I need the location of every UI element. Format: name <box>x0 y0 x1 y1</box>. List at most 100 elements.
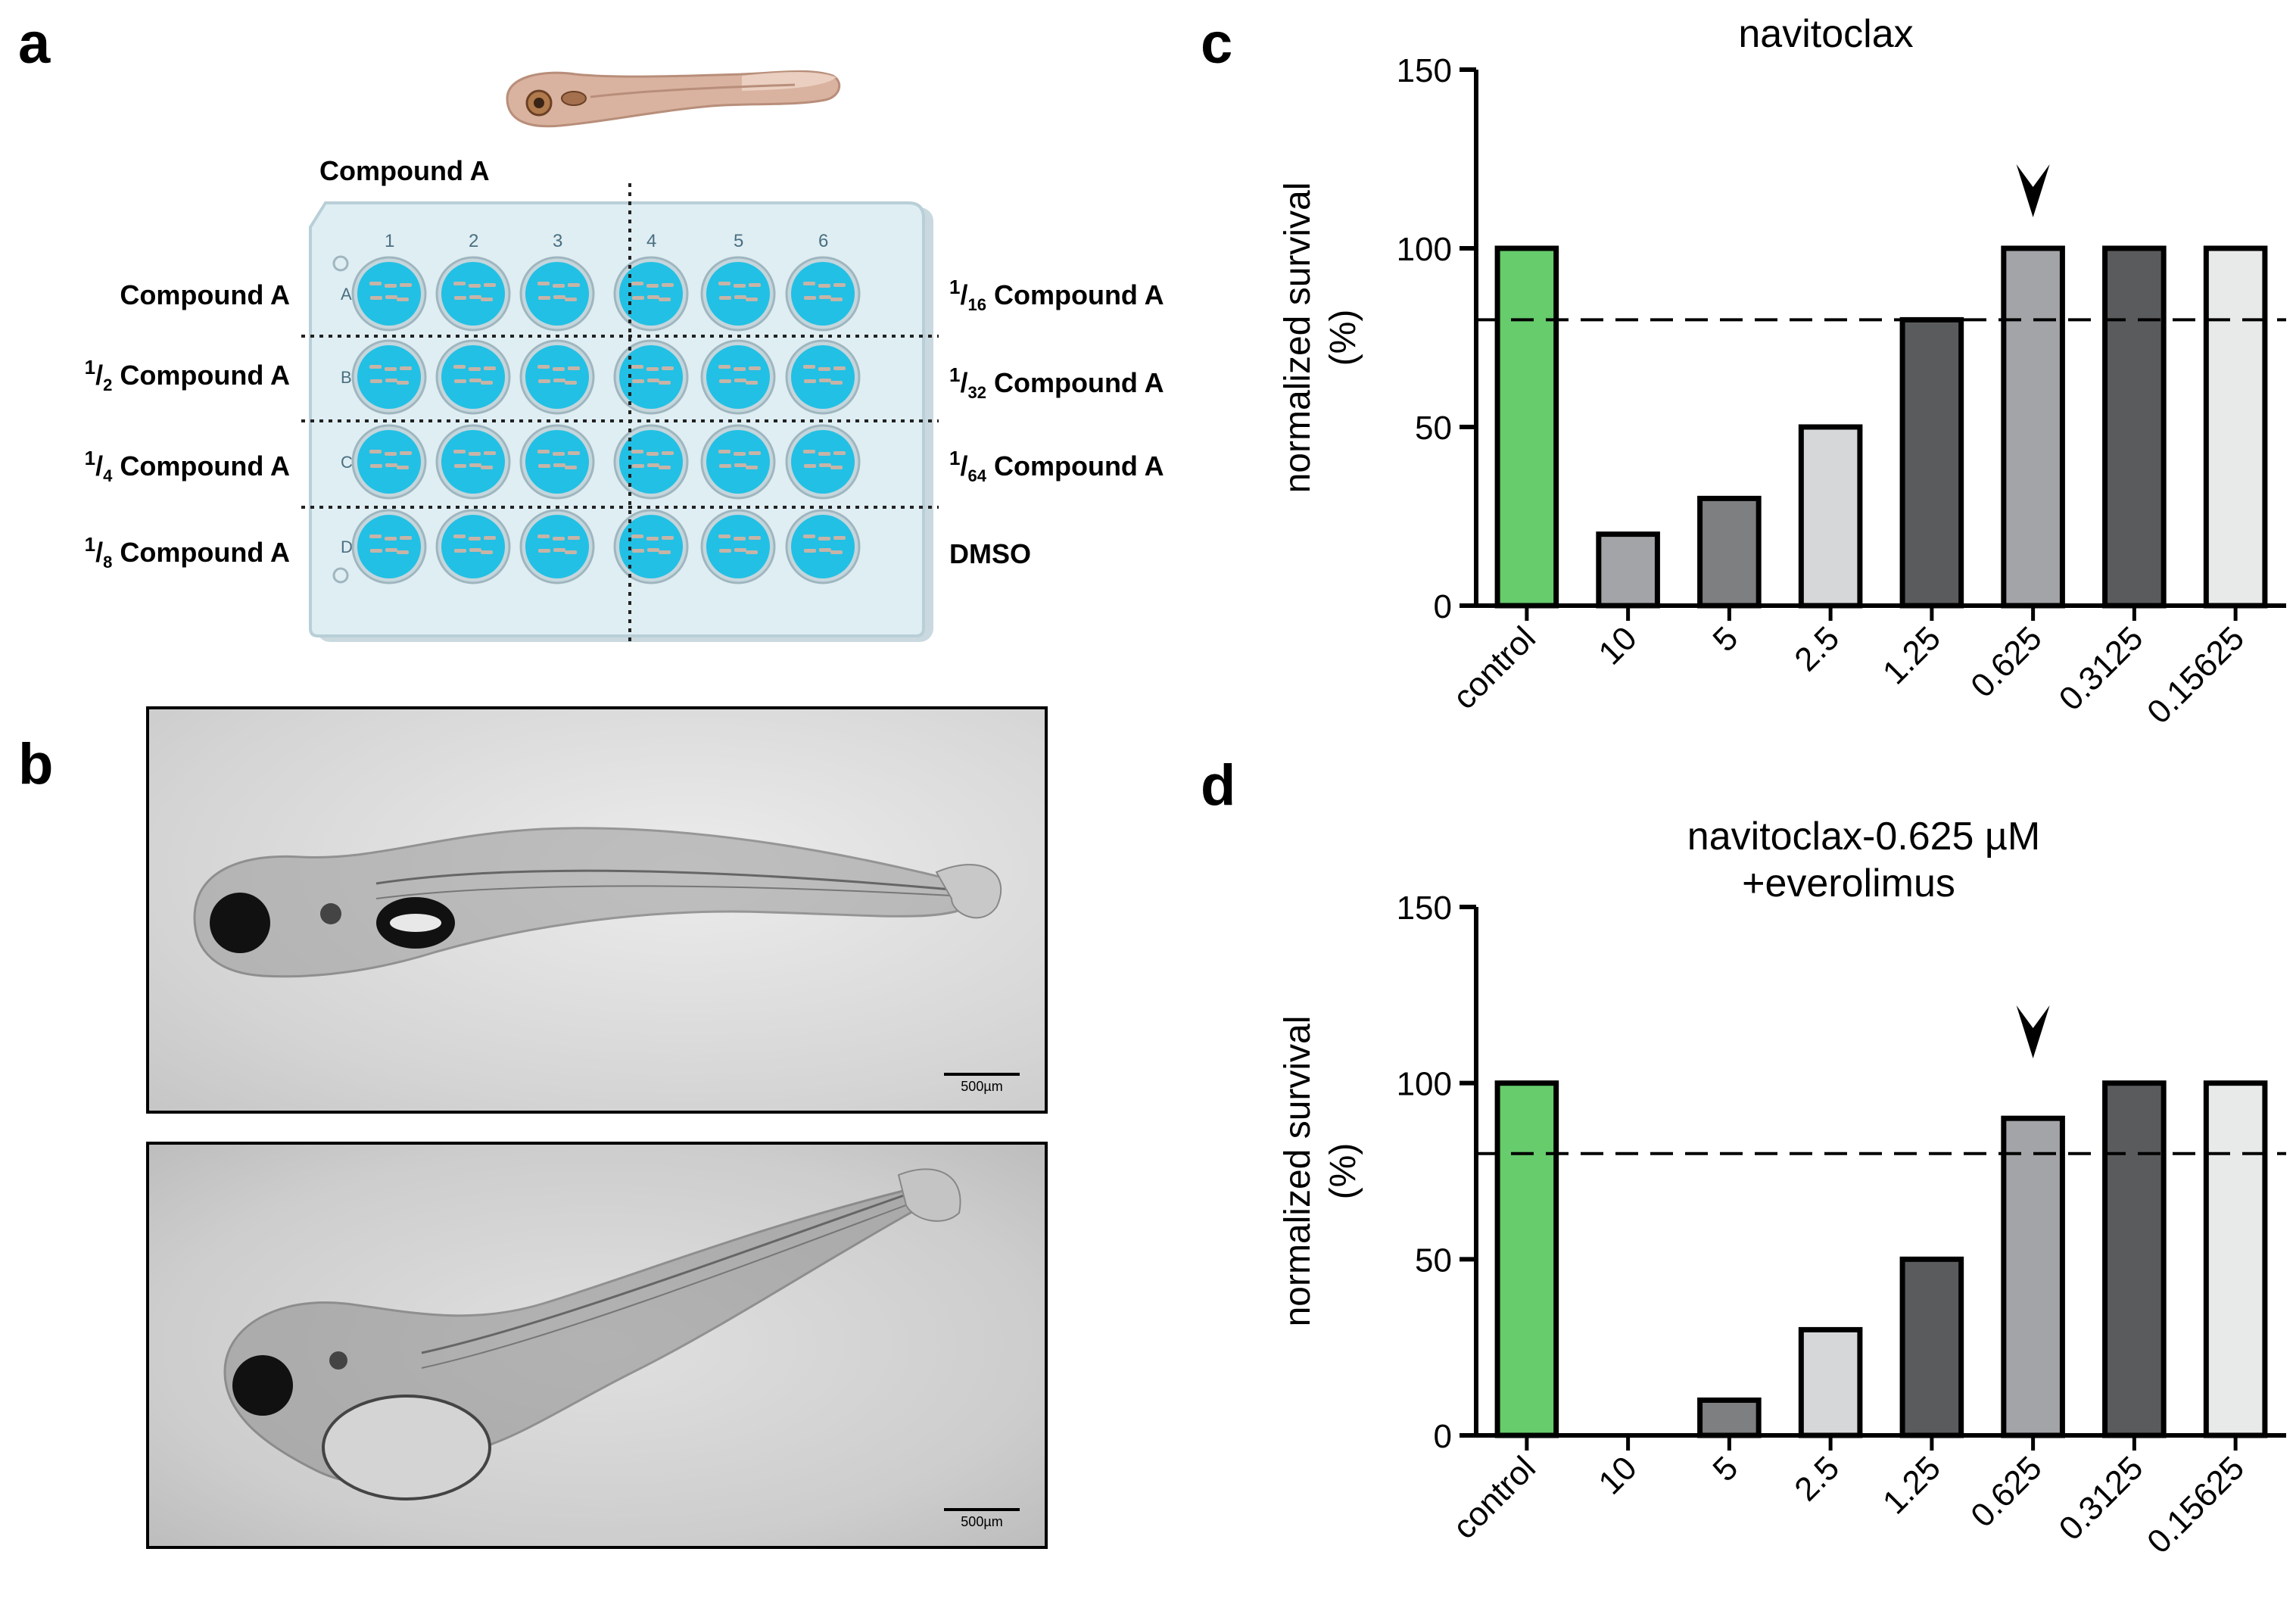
plate-left-label-c: 1/4 Compound A <box>84 447 290 485</box>
bar-0.15625 <box>2203 245 2268 609</box>
bar-0.625 <box>2001 1115 2065 1438</box>
plate-left-label-a: Compound A <box>120 279 290 310</box>
plate-right-label-c: 1/64 Compound A <box>949 447 1164 485</box>
panel-letter-c: c <box>1201 11 1233 76</box>
chart-title: navitoclax-0.625 µM <box>1687 815 2040 859</box>
bar-0.625 <box>2001 245 2065 609</box>
x-tick-label: 0.625 <box>1964 1449 2049 1535</box>
x-tick-label: 0.15625 <box>2140 619 2251 731</box>
plate-well <box>785 424 861 500</box>
chart-c: navitoclax normalized survival (%) 0 50 100 15… <box>1278 12 2286 731</box>
y-tick-label: 150 <box>1397 890 1452 927</box>
chart-ylabel: normalized survival <box>1278 1016 1318 1327</box>
x-tick-label: 2.5 <box>1787 1449 1846 1508</box>
plate-well <box>351 339 427 415</box>
chart-subtitle: +everolimus <box>1742 862 1955 905</box>
plate-well <box>351 424 427 500</box>
plate-well <box>519 509 595 584</box>
plate-well <box>613 339 689 415</box>
x-tick-label: 1.25 <box>1876 1449 1948 1521</box>
panel-letter-d: d <box>1201 753 1236 818</box>
bar-0.15625 <box>2203 1080 2268 1438</box>
plate-well <box>351 256 427 332</box>
scale-bar-top-label: 500µm <box>961 1079 1003 1094</box>
bar-1.25 <box>1899 1256 1964 1438</box>
bar-0.3125 <box>2102 1080 2167 1438</box>
chart-d: navitoclax-0.625 µM+everolimus normalized… <box>1278 815 2286 1561</box>
bar-control <box>1494 245 1559 609</box>
plate-column-label: 6 <box>818 231 828 251</box>
plate-well <box>700 424 776 500</box>
plate-well <box>519 424 595 500</box>
photo-treated-larva: 500µm <box>146 1142 1048 1549</box>
y-tick-label: 50 <box>1415 1242 1452 1279</box>
bar-2.5 <box>1798 424 1863 609</box>
plate-dividers <box>301 183 939 644</box>
scale-bar-top: 500µm <box>944 1073 1020 1095</box>
panel-letter-b: b <box>18 732 54 796</box>
plate-column-label: 3 <box>553 231 562 251</box>
well-plate: 1 2 3 4 5 6 A B C D <box>309 201 933 642</box>
x-tick-label: 10 <box>1591 619 1643 672</box>
bar-control <box>1494 1080 1559 1438</box>
plate-column-label: 2 <box>469 231 478 251</box>
larva-eye-photo <box>210 893 270 953</box>
x-tick-label: 0.3125 <box>2052 1449 2151 1547</box>
y-tick-label: 100 <box>1397 1066 1452 1103</box>
plate-well <box>435 424 511 500</box>
treated-eye-photo <box>232 1355 293 1416</box>
x-tick-label: control <box>1446 619 1543 716</box>
plate-well <box>613 509 689 584</box>
chart-ylabel-units: (%) <box>1323 1143 1363 1200</box>
plate-well <box>785 256 861 332</box>
plate-well <box>351 509 427 584</box>
x-tick-label: 0.3125 <box>2052 619 2151 718</box>
larva-illustration <box>506 70 841 128</box>
x-tick-label: 0.15625 <box>2140 1449 2251 1560</box>
plate-row-label: C <box>341 453 353 472</box>
arrowhead-marker <box>2016 1005 2050 1058</box>
plate-well <box>613 424 689 500</box>
x-tick-label: 5 <box>1706 619 1745 659</box>
y-tick-label: 150 <box>1397 52 1452 89</box>
plate-row-label: D <box>341 538 353 556</box>
plate-well <box>613 256 689 332</box>
plate-well <box>700 256 776 332</box>
y-tick-label: 0 <box>1434 1418 1452 1455</box>
treated-larva-drawing <box>223 1168 961 1500</box>
plate-left-label-d: 1/8 Compound A <box>84 533 290 572</box>
plate-well <box>435 256 511 332</box>
scale-bar-bottom: 500µm <box>944 1508 1020 1530</box>
plate-column-label: 1 <box>385 231 394 251</box>
chart-title: navitoclax <box>1738 12 1913 56</box>
x-tick-label: 5 <box>1706 1449 1745 1488</box>
plate-row-label: B <box>341 368 352 387</box>
x-tick-label: 2.5 <box>1787 619 1846 678</box>
y-tick-label: 50 <box>1415 410 1452 447</box>
healthy-larva-drawing <box>193 827 1002 978</box>
plate-column-label: 4 <box>646 231 656 251</box>
y-tick-label: 100 <box>1397 231 1452 268</box>
bar-10 <box>1596 531 1660 609</box>
chart-ylabel: normalized survival <box>1278 182 1318 494</box>
plate-well <box>700 339 776 415</box>
photo-healthy-larva: 500µm <box>146 706 1048 1114</box>
plate-well <box>700 509 776 584</box>
bar-5 <box>1697 495 1762 609</box>
x-tick-label: 10 <box>1591 1449 1643 1501</box>
x-tick-label: 1.25 <box>1876 619 1948 691</box>
plate-well <box>435 339 511 415</box>
bar-1.25 <box>1899 316 1964 609</box>
plate-well <box>519 339 595 415</box>
plate-well <box>785 339 861 415</box>
bar-5 <box>1697 1397 1762 1438</box>
panel-letter-a: a <box>18 11 51 76</box>
x-tick-label: control <box>1446 1449 1543 1546</box>
plate-left-label-b: 1/2 Compound A <box>84 356 290 394</box>
y-tick-label: 0 <box>1434 588 1452 625</box>
bar-0.3125 <box>2102 245 2167 609</box>
scale-bar-bottom-label: 500µm <box>961 1514 1003 1529</box>
plate-well <box>785 509 861 584</box>
plate-well <box>519 256 595 332</box>
larva-swim-bladder <box>561 91 587 106</box>
